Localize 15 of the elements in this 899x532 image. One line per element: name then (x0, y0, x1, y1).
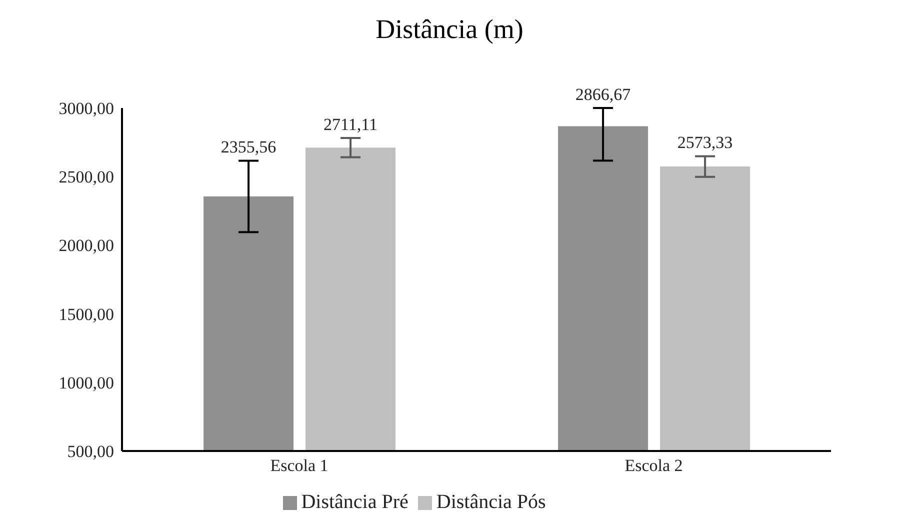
data-label: 2711,11 (324, 115, 378, 134)
y-tick-label: 1500,00 (58, 304, 114, 324)
y-tick-label: 2000,00 (58, 236, 114, 256)
y-tick-label: 500,00 (67, 442, 114, 462)
data-label: 2866,67 (575, 85, 632, 104)
data-label: 2573,33 (677, 133, 733, 152)
y-tick-label: 3000,00 (58, 99, 114, 118)
x-tick-label: Escola 2 (624, 456, 683, 476)
data-label: 2355,56 (220, 138, 276, 157)
legend-label: Distância Pré (301, 491, 408, 513)
y-tick-label: 1000,00 (58, 373, 114, 392)
x-tick-label: Escola 1 (270, 456, 328, 476)
y-tick-label: 2500,00 (58, 168, 114, 187)
legend-label: Distância Pós (436, 491, 546, 513)
chart-title: Distância (m) (374, 14, 524, 46)
